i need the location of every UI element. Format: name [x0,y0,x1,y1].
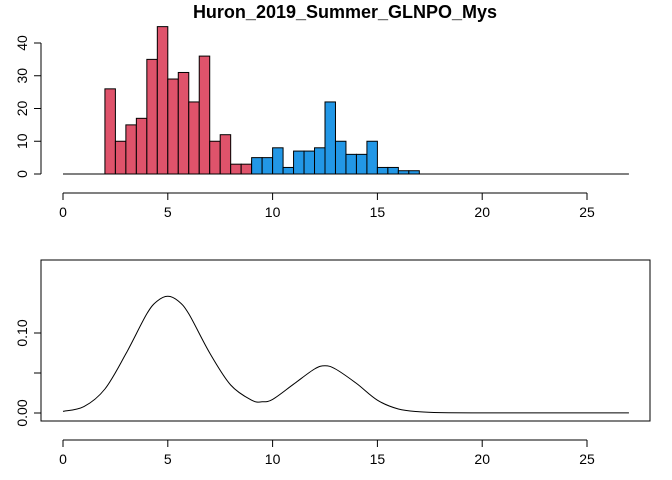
y-tick-label: 30 [14,68,30,84]
x-tick-label: 20 [474,451,490,467]
x-tick-label: 0 [59,451,67,467]
histogram-bar [376,166,389,175]
histogram-bar [272,147,284,175]
histogram-bar [334,140,347,175]
histogram-bar [125,124,137,175]
histogram-bar [198,55,211,175]
histogram-bar [261,157,274,175]
histogram-bar [135,117,148,175]
x-tick-label: 10 [265,451,281,467]
bottom-y-axis: 0.00 0.10 [14,319,41,427]
histogram-bar [156,26,169,175]
density-line [62,295,629,414]
histogram-bar [324,101,336,175]
x-tick-label: 5 [164,451,172,467]
histogram-bar [282,166,295,175]
x-tick-label: 25 [579,451,595,467]
chart-title: Huron_2019_Summer_GLNPO_Mys [193,2,497,22]
histogram-bar [209,140,221,175]
histogram-bar [230,163,242,175]
x-tick-label: 20 [474,204,490,220]
bottom-x-axis: 0 5 10 15 20 25 [59,439,595,467]
density-plot-box [40,259,651,422]
histogram-bar [345,153,357,175]
histogram-bar [114,140,127,175]
y-tick-label: 0 [14,170,30,178]
histogram-bar [366,140,378,175]
y-tick-label: 20 [14,101,30,117]
histogram-bar [251,157,263,175]
x-tick-label: 15 [370,451,386,467]
histogram-bar [355,153,368,175]
top-y-axis: 0 10 20 30 40 [14,35,42,178]
y-tick-label: 0.00 [14,399,30,426]
y-tick-label: 0.10 [14,319,30,346]
y-tick-label: 10 [14,133,30,149]
histogram-bar [188,101,200,175]
x-tick-label: 10 [265,204,281,220]
histogram-bar [219,134,232,175]
y-tick-label: 40 [14,35,30,51]
histogram-bar [303,150,316,175]
histogram-bar [146,58,158,175]
histogram-bar [293,150,305,175]
x-tick-label: 0 [59,204,67,220]
x-tick-label: 15 [370,204,386,220]
histogram-bar [167,78,179,175]
top-x-axis: 0 5 10 15 20 25 [59,192,595,220]
x-tick-label: 25 [579,204,595,220]
histogram-bar [177,71,190,175]
histogram-bar [104,88,116,175]
histogram-bar [240,163,253,175]
histogram-bars [104,26,420,175]
x-tick-label: 5 [164,204,172,220]
histogram-bar [314,147,326,175]
histogram-bar [387,166,399,175]
